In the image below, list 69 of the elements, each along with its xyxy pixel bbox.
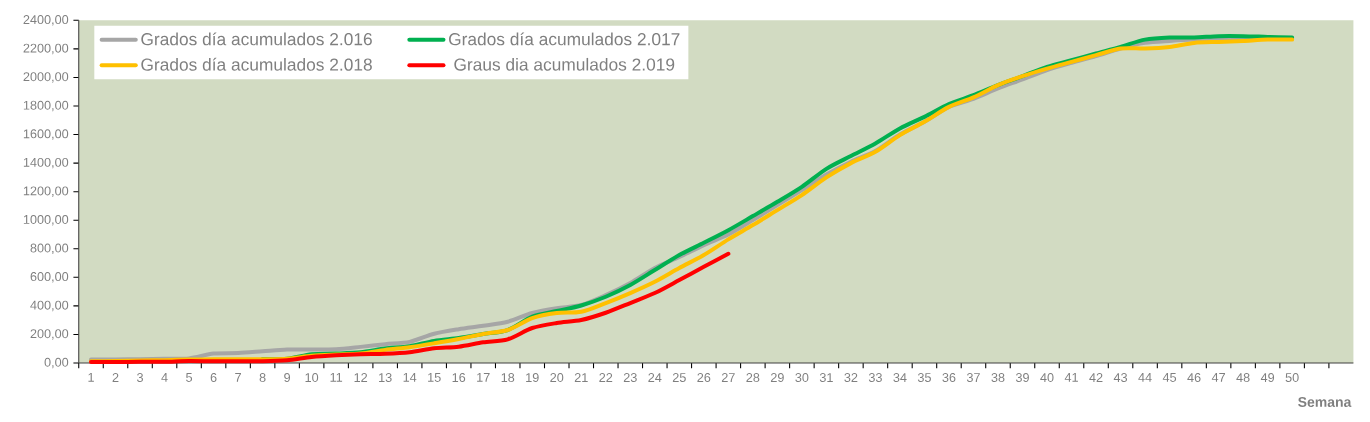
- x-tick-label: 46: [1187, 373, 1201, 383]
- x-tick-label: 7: [235, 373, 241, 382]
- x-tick-label: 21: [574, 373, 588, 382]
- x-tick-label: 38: [991, 373, 1005, 383]
- x-tick-label: 30: [795, 373, 809, 383]
- y-tick-label: 2400,00: [23, 15, 69, 26]
- x-tick-label: 35: [917, 373, 931, 383]
- y-tick-label: 400,00: [30, 300, 69, 312]
- legend-label: Graus dia acumulados 2.019: [454, 57, 675, 71]
- x-tick-label: 2: [112, 373, 119, 382]
- x-tick-label: 11: [330, 373, 343, 382]
- x-tick-label: 20: [550, 373, 564, 383]
- y-tick-label: 0,00: [44, 357, 69, 369]
- x-tick-label: 13: [379, 373, 392, 383]
- x-tick-label: 24: [648, 373, 662, 382]
- x-tick-label: 47: [1211, 373, 1226, 382]
- x-tick-label: 32: [844, 373, 858, 383]
- y-tick-label: 1800,00: [23, 100, 69, 112]
- x-tick-label: 12: [354, 373, 368, 382]
- x-tick-label: 19: [526, 373, 539, 383]
- y-tick-label: 800,00: [30, 243, 69, 255]
- x-tick-label: 28: [746, 373, 760, 383]
- x-tick-label: 26: [697, 373, 711, 383]
- x-tick-label: 4: [161, 373, 168, 382]
- x-tick-label: 10: [305, 373, 319, 383]
- x-tick-label: 43: [1113, 373, 1128, 383]
- x-axis-title: Semana: [1298, 397, 1352, 407]
- x-tick-label: 8: [259, 373, 266, 383]
- y-tick-label: 2000,00: [23, 72, 69, 83]
- x-tick-label: 45: [1162, 373, 1177, 382]
- x-tick-label: 14: [403, 373, 417, 382]
- x-tick-label: 6: [210, 373, 217, 383]
- x-tick-label: 18: [501, 373, 515, 383]
- x-tick-label: 29: [770, 373, 784, 383]
- y-tick-label: 200,00: [30, 329, 69, 340]
- x-tick-label: 40: [1040, 373, 1054, 383]
- x-tick-label: 36: [942, 373, 956, 383]
- y-tick-label: 1600,00: [23, 129, 69, 140]
- y-tick-label: 2200,00: [23, 43, 69, 55]
- x-tick-label: 5: [186, 373, 193, 382]
- x-tick-label: 9: [284, 373, 291, 383]
- y-tick-label: 1000,00: [23, 214, 69, 226]
- x-tick-label: 34: [893, 373, 907, 383]
- x-tick-label: 17: [477, 373, 490, 382]
- legend-label: Grados día acumulados 2.017: [449, 32, 680, 46]
- x-tick-label: 39: [1015, 373, 1029, 383]
- x-tick-label: 41: [1064, 373, 1078, 382]
- x-tick-label: 33: [868, 373, 882, 383]
- x-tick-label: 1: [88, 373, 94, 382]
- x-tick-label: 50: [1285, 373, 1299, 383]
- x-tick-label: 44: [1138, 373, 1152, 382]
- y-tick-label: 1200,00: [23, 186, 69, 197]
- x-tick-label: 27: [721, 373, 735, 382]
- x-tick-label: 49: [1260, 373, 1275, 383]
- x-tick-label: 3: [136, 373, 143, 383]
- y-tick-label: 1400,00: [23, 157, 69, 169]
- y-tick-label: 600,00: [30, 272, 69, 283]
- x-tick-label: 48: [1236, 373, 1250, 383]
- x-tick-label: 22: [599, 373, 613, 382]
- legend-label: Grados día acumulados 2.018: [141, 57, 372, 71]
- x-tick-label: 23: [623, 373, 637, 383]
- x-tick-label: 31: [819, 373, 833, 383]
- legend-label: Grados día acumulados 2.016: [141, 32, 372, 46]
- line-series: [89, 251, 731, 365]
- x-tick-label: 37: [966, 373, 980, 383]
- x-tick-label: 16: [452, 373, 466, 383]
- x-tick-label: 15: [428, 373, 441, 382]
- x-tick-label: 42: [1089, 373, 1103, 382]
- x-tick-label: 25: [672, 373, 686, 383]
